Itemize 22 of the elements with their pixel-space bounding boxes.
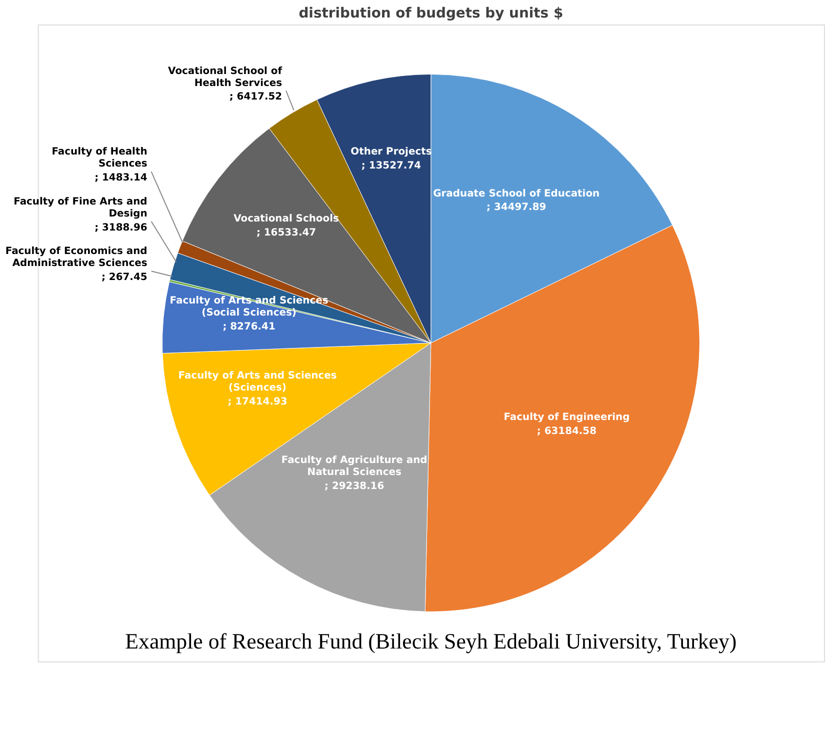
data-label: ; 1483.14 — [94, 172, 148, 184]
slice-label: Vocational Schools — [234, 213, 339, 224]
data-label: ; 8276.41 — [222, 322, 276, 333]
slice-label: Faculty of Economics and Administrative Sciences — [5, 246, 148, 270]
data-label: ; 29238.16 — [324, 480, 384, 492]
data-label: ; 13527.74 — [361, 160, 422, 172]
slice-label: Faculty of Fine Arts and Design — [14, 196, 148, 220]
slice-label: Graduate School of Education — [433, 188, 600, 200]
chart-title: distribution of budgets by units $ — [298, 6, 564, 22]
slice-label: Faculty of Health Sciences — [52, 146, 148, 170]
data-label: ; 267.45 — [101, 272, 148, 284]
slice-label: Faculty of Agriculture and Natural Sciences — [281, 454, 428, 478]
slice-label: Vocational School of Health Services — [168, 66, 283, 89]
data-label: ; 6417.52 — [229, 92, 282, 103]
data-label: ; 3188.96 — [94, 222, 148, 234]
data-label: ; 63184.58 — [536, 426, 597, 437]
data-label: ; 17414.93 — [228, 396, 288, 408]
text: Example of Research Fund (Bilecik Seyh Edebali University, Turkey) — [125, 628, 737, 654]
slice-label: Faculty of Arts and Sciences (Sciences) — [178, 370, 337, 394]
data-label: ; 16533.47 — [256, 227, 316, 238]
data-label: ; 34497.89 — [486, 202, 546, 214]
slice-label: Faculty of Engineering — [504, 412, 630, 423]
